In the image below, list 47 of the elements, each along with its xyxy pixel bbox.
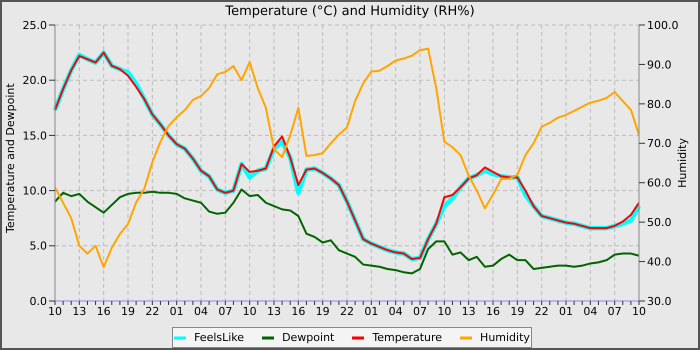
- x-tick-label: 13: [72, 304, 86, 318]
- y2-tick-label: 50.0: [647, 216, 672, 230]
- y2-axis-title: Humidity: [676, 138, 689, 188]
- y-tick-label: 0.0: [30, 294, 47, 308]
- y2-tick-label: 30.0: [647, 294, 672, 308]
- x-tick-label: 19: [316, 304, 330, 318]
- x-tick-label: 01: [364, 304, 378, 318]
- x-tick-label: 07: [413, 304, 427, 318]
- x-tick-label: 10: [437, 304, 452, 318]
- y2-tick-label: 100.0: [647, 18, 678, 32]
- x-tick-label: 10: [48, 304, 62, 318]
- x-tick-label: 16: [486, 304, 500, 318]
- y-tick-label: 20.0: [22, 74, 47, 88]
- x-tick-label: 19: [121, 304, 135, 318]
- x-tick-label: 07: [608, 304, 622, 318]
- x-tick-label: 01: [170, 304, 184, 318]
- y2-tick-label: 60.0: [647, 176, 672, 190]
- y2-tick-label: 80.0: [647, 98, 672, 111]
- y2-tick-label: 40.0: [647, 255, 672, 268]
- x-tick-label: 13: [462, 304, 476, 318]
- y2-tick-label: 90.0: [647, 58, 672, 72]
- legend-label: Dewpoint: [281, 331, 334, 344]
- x-tick-label: 16: [291, 304, 306, 318]
- x-tick-label: 10: [242, 304, 257, 318]
- x-tick-label: 22: [340, 304, 354, 318]
- y2-tick-label: 70.0: [647, 137, 672, 150]
- x-tick-label: 04: [583, 304, 598, 318]
- x-tick-label: 19: [510, 304, 524, 318]
- y-tick-label: 5.0: [30, 240, 47, 253]
- legend-label: Temperature: [371, 331, 442, 344]
- y-tick-label: 15.0: [22, 129, 47, 142]
- legend-label: FeelsLike: [193, 331, 244, 344]
- x-tick-label: 22: [534, 304, 549, 318]
- x-tick-label: 04: [388, 304, 403, 318]
- chart-title: Temperature (°C) and Humidity (RH%): [224, 4, 476, 19]
- y-tick-label: 10.0: [22, 184, 47, 198]
- line-series: [54, 188, 640, 274]
- x-tick-label: 16: [96, 304, 111, 318]
- legend-label: Humidity: [479, 331, 530, 344]
- x-tick-label: 07: [218, 304, 232, 318]
- x-tick-label: 04: [194, 304, 208, 318]
- x-tick-label: 10: [632, 304, 646, 318]
- y-axis-title: Temperature and Dewpoint: [4, 82, 17, 234]
- x-tick-label: 01: [559, 304, 573, 318]
- y-tick-label: 25.0: [22, 18, 47, 32]
- x-tick-label: 22: [145, 304, 160, 318]
- x-tick-label: 13: [267, 304, 281, 318]
